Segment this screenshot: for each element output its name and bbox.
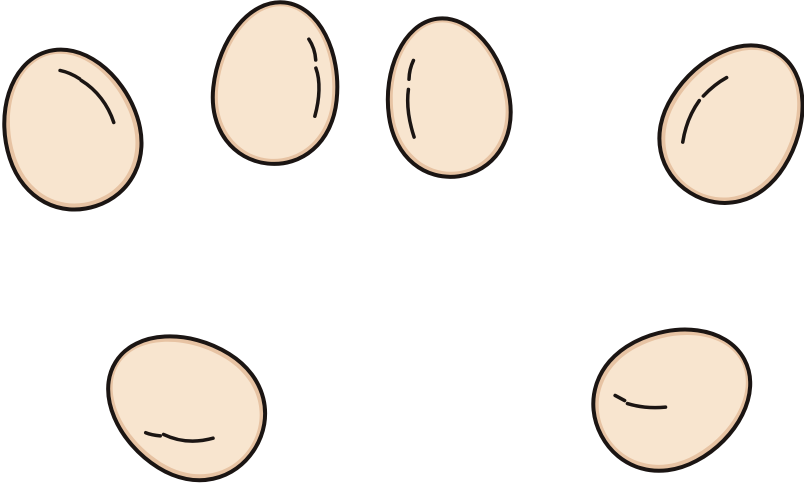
egg-icon — [106, 334, 268, 483]
egg-icon — [657, 43, 804, 205]
egg-icon — [385, 16, 513, 179]
egg-icon — [2, 47, 144, 212]
egg-icon — [210, 0, 340, 166]
egg-icon — [591, 327, 753, 473]
